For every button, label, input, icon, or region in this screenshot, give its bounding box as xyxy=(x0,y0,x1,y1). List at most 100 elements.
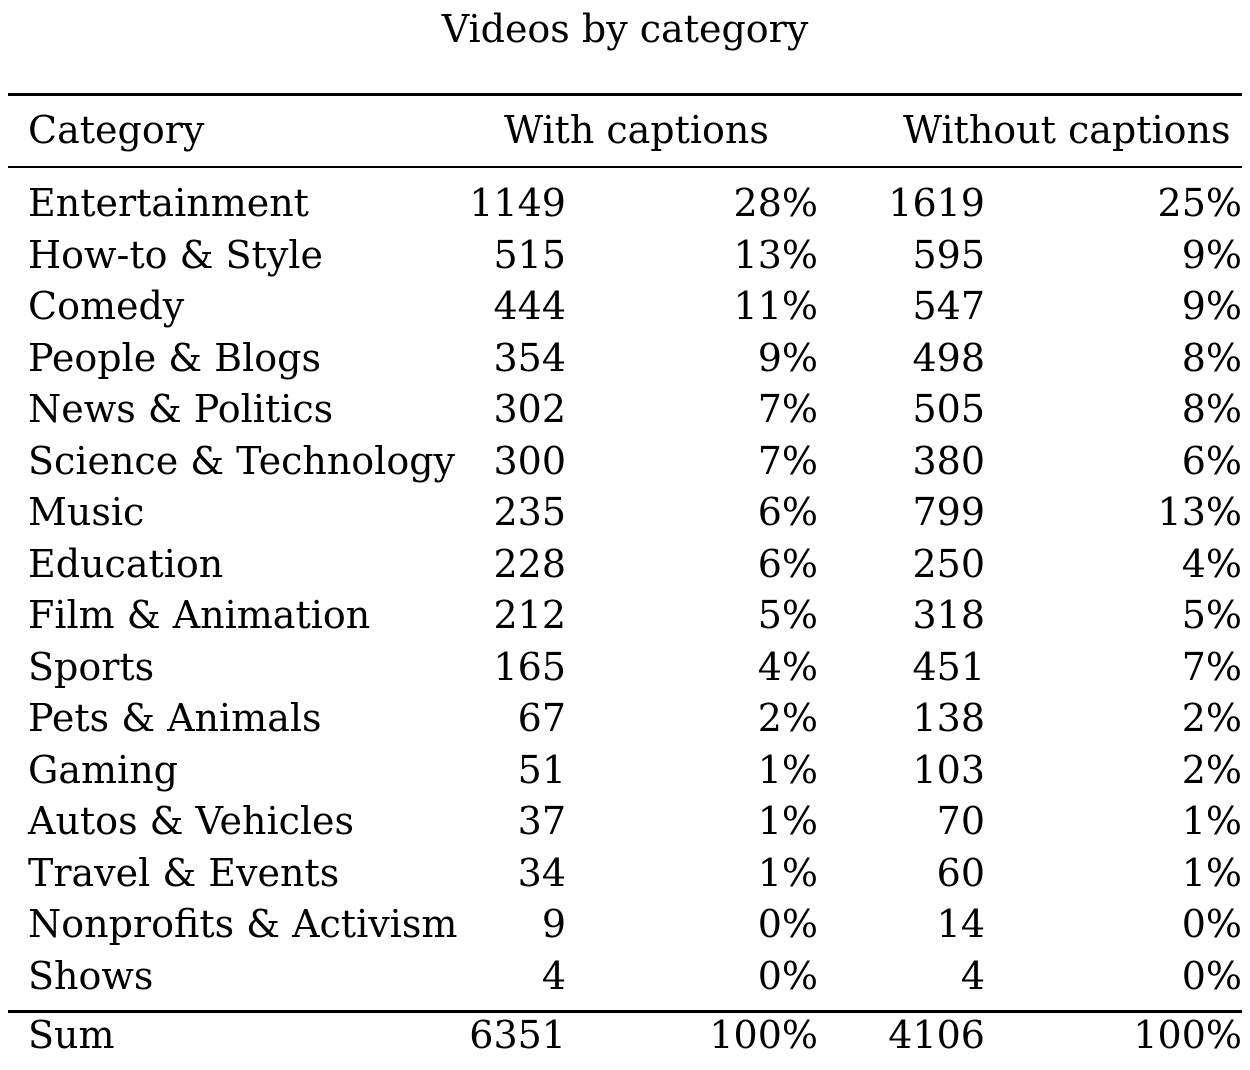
row-category: Music xyxy=(28,490,145,534)
row-without-percent: 13% xyxy=(1157,490,1242,534)
row-without-count: 60 xyxy=(936,850,985,895)
header-without-captions: Without captions xyxy=(903,108,1231,152)
table-row: How-to & Style 515 13% 595 9% xyxy=(0,230,1250,280)
row-without-count: 451 xyxy=(912,644,985,689)
sum-row: Sum 6351 100% 4106 100% xyxy=(0,1010,1250,1060)
row-with-percent: 13% xyxy=(733,232,818,277)
row-with-percent: 2% xyxy=(757,696,818,740)
row-category: Gaming xyxy=(28,747,178,792)
row-category: Science & Technology xyxy=(28,438,455,483)
row-without-percent: 9% xyxy=(1181,284,1242,328)
table-caption: Videos by category xyxy=(441,7,809,51)
row-with-count: 235 xyxy=(493,490,566,534)
row-without-count: 4 xyxy=(960,953,985,998)
row-without-percent: 2% xyxy=(1181,696,1242,740)
row-with-count: 302 xyxy=(493,387,566,431)
row-with-percent: 11% xyxy=(733,284,818,328)
header-with-captions: With captions xyxy=(504,108,769,152)
row-with-count: 212 xyxy=(493,593,566,637)
table-row: Shows 4 0% 4 0% xyxy=(0,951,1250,1001)
row-with-percent: 1% xyxy=(757,850,818,895)
table-row: News & Politics 302 7% 505 8% xyxy=(0,384,1250,434)
row-category: Entertainment xyxy=(28,181,309,225)
row-without-count: 1619 xyxy=(888,181,985,225)
table-row: Gaming 51 1% 103 2% xyxy=(0,745,1250,795)
row-without-count: 138 xyxy=(912,696,985,740)
row-with-count: 354 xyxy=(493,335,566,380)
row-with-count: 37 xyxy=(517,799,566,843)
row-without-percent: 6% xyxy=(1181,438,1242,483)
row-with-count: 67 xyxy=(517,696,566,740)
row-category: Sports xyxy=(28,644,155,689)
row-category: People & Blogs xyxy=(28,335,321,380)
sum-with-count: 6351 xyxy=(469,1013,566,1057)
row-with-percent: 28% xyxy=(733,181,818,225)
table-row: Comedy 444 11% 547 9% xyxy=(0,281,1250,331)
row-category: Comedy xyxy=(28,284,185,328)
row-without-count: 318 xyxy=(912,593,985,637)
row-without-count: 799 xyxy=(912,490,985,534)
row-without-percent: 5% xyxy=(1181,593,1242,637)
sum-without-count: 4106 xyxy=(888,1013,985,1057)
row-without-percent: 7% xyxy=(1181,644,1242,689)
row-without-count: 595 xyxy=(912,232,985,277)
row-without-count: 14 xyxy=(936,902,985,946)
row-with-percent: 5% xyxy=(757,593,818,637)
row-without-count: 498 xyxy=(912,335,985,380)
row-with-percent: 0% xyxy=(757,902,818,946)
row-without-count: 250 xyxy=(912,541,985,586)
header-rule xyxy=(8,166,1242,168)
row-category: How-to & Style xyxy=(28,232,323,277)
table-row: Pets & Animals 67 2% 138 2% xyxy=(0,693,1250,743)
row-category: Travel & Events xyxy=(28,850,340,895)
row-with-count: 34 xyxy=(517,850,566,895)
row-with-count: 300 xyxy=(493,438,566,483)
row-without-percent: 2% xyxy=(1181,747,1242,792)
table-row: Travel & Events 34 1% 60 1% xyxy=(0,848,1250,898)
row-without-percent: 4% xyxy=(1181,541,1242,586)
table-row: Sports 165 4% 451 7% xyxy=(0,642,1250,692)
row-with-count: 165 xyxy=(493,644,566,689)
row-without-percent: 0% xyxy=(1181,953,1242,998)
row-without-percent: 1% xyxy=(1181,850,1242,895)
row-with-percent: 1% xyxy=(757,747,818,792)
row-with-percent: 0% xyxy=(757,953,818,998)
sum-rule xyxy=(8,1010,1242,1013)
row-with-percent: 6% xyxy=(757,490,818,534)
table-row: Music 235 6% 799 13% xyxy=(0,487,1250,537)
sum-label: Sum xyxy=(28,1013,115,1057)
row-category: Autos & Vehicles xyxy=(28,799,355,843)
row-category: Education xyxy=(28,541,224,586)
sum-without-percent: 100% xyxy=(1133,1013,1242,1057)
row-with-count: 1149 xyxy=(469,181,566,225)
row-category: News & Politics xyxy=(28,387,334,431)
row-without-percent: 8% xyxy=(1181,335,1242,380)
row-with-percent: 7% xyxy=(757,438,818,483)
table-row: Education 228 6% 250 4% xyxy=(0,539,1250,589)
row-without-percent: 8% xyxy=(1181,387,1242,431)
row-with-percent: 9% xyxy=(757,335,818,380)
table-row: Autos & Vehicles 37 1% 70 1% xyxy=(0,796,1250,846)
row-with-count: 228 xyxy=(493,541,566,586)
table-row: Nonprofits & Activism 9 0% 14 0% xyxy=(0,899,1250,949)
header-row: Category With captions Without captions xyxy=(0,105,1250,155)
row-category: Pets & Animals xyxy=(28,696,322,740)
row-without-count: 70 xyxy=(936,799,985,843)
row-category: Nonprofits & Activism xyxy=(28,902,458,946)
table-row: Entertainment 1149 28% 1619 25% xyxy=(0,178,1250,228)
table-row: People & Blogs 354 9% 498 8% xyxy=(0,333,1250,383)
row-category: Film & Animation xyxy=(28,593,371,637)
row-with-percent: 4% xyxy=(757,644,818,689)
row-with-count: 9 xyxy=(541,902,566,946)
row-category: Shows xyxy=(28,953,154,998)
header-category: Category xyxy=(28,108,205,152)
sum-with-percent: 100% xyxy=(709,1013,818,1057)
row-without-percent: 1% xyxy=(1181,799,1242,843)
row-with-percent: 1% xyxy=(757,799,818,843)
row-with-count: 4 xyxy=(541,953,566,998)
row-without-percent: 9% xyxy=(1181,232,1242,277)
row-with-percent: 6% xyxy=(757,541,818,586)
row-without-count: 547 xyxy=(912,284,985,328)
row-without-count: 505 xyxy=(912,387,985,431)
top-rule xyxy=(8,93,1242,96)
